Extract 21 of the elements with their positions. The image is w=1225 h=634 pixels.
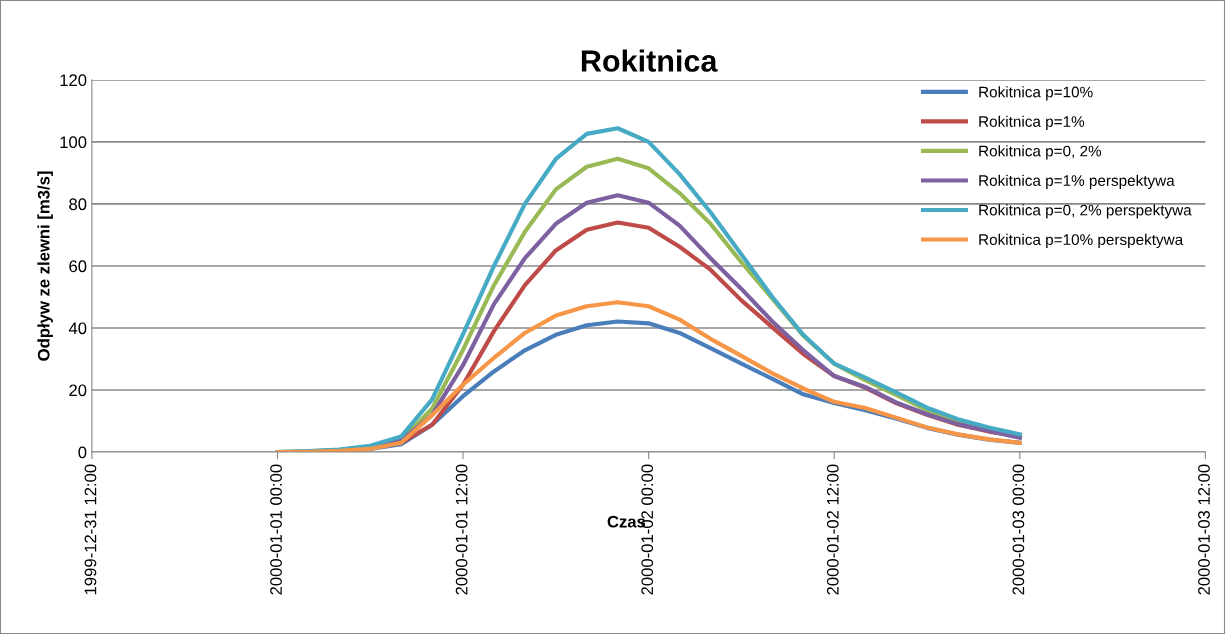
y-tick-label: 80	[69, 198, 87, 211]
x-tick-label: 1999-12-31 12:00	[84, 464, 97, 595]
legend-label: Rokitnica p=0, 2% perspektywa	[979, 204, 1192, 219]
legend-label: Rokitnica p=10%	[979, 86, 1093, 101]
legend-label: Rokitnica p=10% perspektywa	[979, 233, 1184, 249]
y-tick-label: 40	[68, 322, 87, 335]
chart-title: Rokitnica	[581, 49, 718, 72]
y-tick-label: 0	[78, 446, 87, 459]
legend-label: Rokitnica p=1% perspektywa	[979, 174, 1175, 189]
y-tick-label: 20	[69, 384, 87, 397]
x-tick-label: 2000-01-02 12:00	[826, 464, 839, 595]
legend-label: Rokitnica p=1%	[979, 115, 1085, 130]
legend-label: Rokitnica p=0, 2%	[979, 145, 1102, 160]
y-tick-label: 120	[60, 74, 87, 87]
x-tick-label: 2000-01-03 00:00	[1012, 464, 1025, 595]
y-tick-label: 100	[60, 136, 87, 149]
x-tick-label: 2000-01-03 12:00	[1198, 464, 1210, 595]
y-axis-title: Odpływ ze zlewni [m3/s]	[37, 171, 53, 361]
y-tick-label: 60	[69, 260, 87, 273]
x-tick-label: 2000-01-01 12:00	[455, 464, 468, 595]
x-tick-label: 2000-01-01 00:00	[270, 464, 282, 595]
